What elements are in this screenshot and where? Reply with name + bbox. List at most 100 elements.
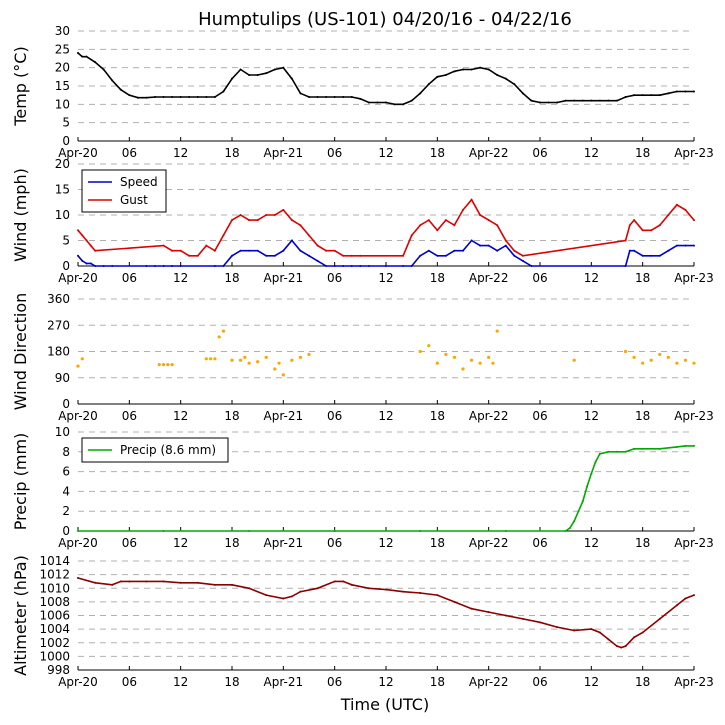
legend-box — [81, 169, 167, 213]
x-tick-label: Apr-21 — [264, 675, 304, 689]
x-tick-label: Apr-21 — [264, 146, 304, 160]
y-tick-label: 1010 — [39, 581, 70, 595]
series-point — [462, 249, 464, 252]
x-tick-label: Apr-23 — [674, 271, 714, 285]
legend-label: Precip (8.6 mm) — [120, 443, 216, 457]
series-point — [444, 219, 447, 222]
series-point — [290, 219, 293, 222]
direction-point — [487, 355, 491, 359]
series-point — [350, 254, 353, 257]
series-point — [196, 581, 199, 584]
series-point — [119, 88, 122, 91]
series-point — [590, 472, 593, 475]
series-point — [273, 214, 276, 216]
series-point — [179, 265, 182, 267]
series-point — [633, 447, 636, 450]
series-point — [487, 68, 490, 71]
x-tick-label: 06 — [327, 146, 342, 160]
series-point — [213, 249, 216, 252]
series-point — [239, 249, 242, 252]
series-point — [342, 580, 345, 583]
series-point — [154, 265, 156, 267]
series-point — [586, 485, 589, 488]
series-point — [94, 265, 97, 267]
x-tick-label: Apr-23 — [674, 146, 714, 160]
y-tick-label: 20 — [55, 157, 70, 171]
series-point — [504, 530, 507, 532]
direction-point — [247, 361, 251, 365]
series-point — [410, 265, 413, 267]
series-point — [419, 92, 422, 95]
series-point — [325, 96, 328, 98]
series-point — [162, 265, 165, 267]
x-tick-label: Apr-20 — [58, 675, 98, 689]
y-tick-label: 998 — [47, 663, 70, 677]
series-point — [89, 244, 92, 247]
series-point — [436, 229, 439, 232]
x-tick-label: 12 — [378, 271, 393, 285]
x-tick-label: 12 — [378, 409, 393, 423]
series-point — [119, 580, 122, 583]
series-point — [111, 265, 114, 267]
series-point — [487, 219, 490, 222]
x-tick-label: 06 — [532, 675, 547, 689]
x-tick-label: 12 — [584, 409, 599, 423]
series-point — [85, 55, 88, 58]
x-tick-label: 18 — [635, 536, 650, 550]
x-tick-label: Apr-20 — [58, 409, 98, 423]
series-point — [231, 219, 233, 222]
x-tick-label: 18 — [430, 536, 445, 550]
x-tick-label: 18 — [430, 271, 445, 285]
x-tick-label: 12 — [584, 146, 599, 160]
series-point — [171, 96, 174, 98]
series-point — [470, 607, 473, 610]
y-tick-label: 360 — [47, 292, 70, 306]
series-point — [684, 244, 687, 247]
series-point — [402, 265, 405, 267]
direction-point — [230, 358, 234, 362]
x-tick-label: Apr-22 — [469, 675, 509, 689]
series-point — [590, 99, 593, 102]
series-point — [81, 259, 84, 262]
series-point — [248, 530, 251, 532]
direction-point — [264, 355, 268, 359]
series-point — [624, 645, 627, 648]
panel-0: 0 5 10 15 20 25 30 Apr-20 06 12 18 Apr-21 06 12 18 Apr-… — [11, 24, 714, 160]
series-point — [521, 254, 524, 257]
y-tick-label: 6 — [62, 465, 70, 479]
series-point — [641, 447, 644, 450]
series-point — [633, 94, 636, 97]
series-point — [573, 520, 576, 523]
x-tick-label: 12 — [173, 409, 188, 423]
y-tick-label: 4 — [62, 484, 70, 498]
y-tick-label: 20 — [55, 61, 70, 75]
direction-point — [641, 361, 645, 365]
series-point — [581, 500, 584, 503]
series-point — [564, 530, 567, 532]
legend-label: Gust — [120, 193, 148, 207]
series-point — [419, 224, 422, 227]
y-tick-label: 1014 — [39, 554, 70, 568]
direction-point — [623, 349, 628, 354]
series-point — [162, 580, 165, 583]
direction-point — [238, 358, 243, 362]
series-point — [675, 604, 678, 607]
x-tick-label: 06 — [122, 146, 137, 160]
y-tick-label: 1012 — [39, 568, 70, 582]
x-tick-label: 18 — [635, 409, 650, 423]
direction-point — [204, 357, 208, 361]
series-point — [444, 254, 447, 257]
x-tick-label: 06 — [532, 271, 547, 285]
series-point — [641, 254, 644, 257]
series-point — [628, 249, 631, 252]
series-point — [402, 103, 405, 106]
series-point — [641, 94, 644, 97]
series-point — [162, 244, 165, 247]
series-point — [256, 219, 259, 222]
series-point — [598, 631, 601, 634]
series-point — [607, 638, 610, 641]
series-point — [290, 77, 293, 80]
x-tick-label: 12 — [378, 146, 393, 160]
chart-title: Humptulips (US-101) 04/20/16 - 04/22/16 — [198, 9, 572, 30]
series-point — [607, 450, 610, 453]
